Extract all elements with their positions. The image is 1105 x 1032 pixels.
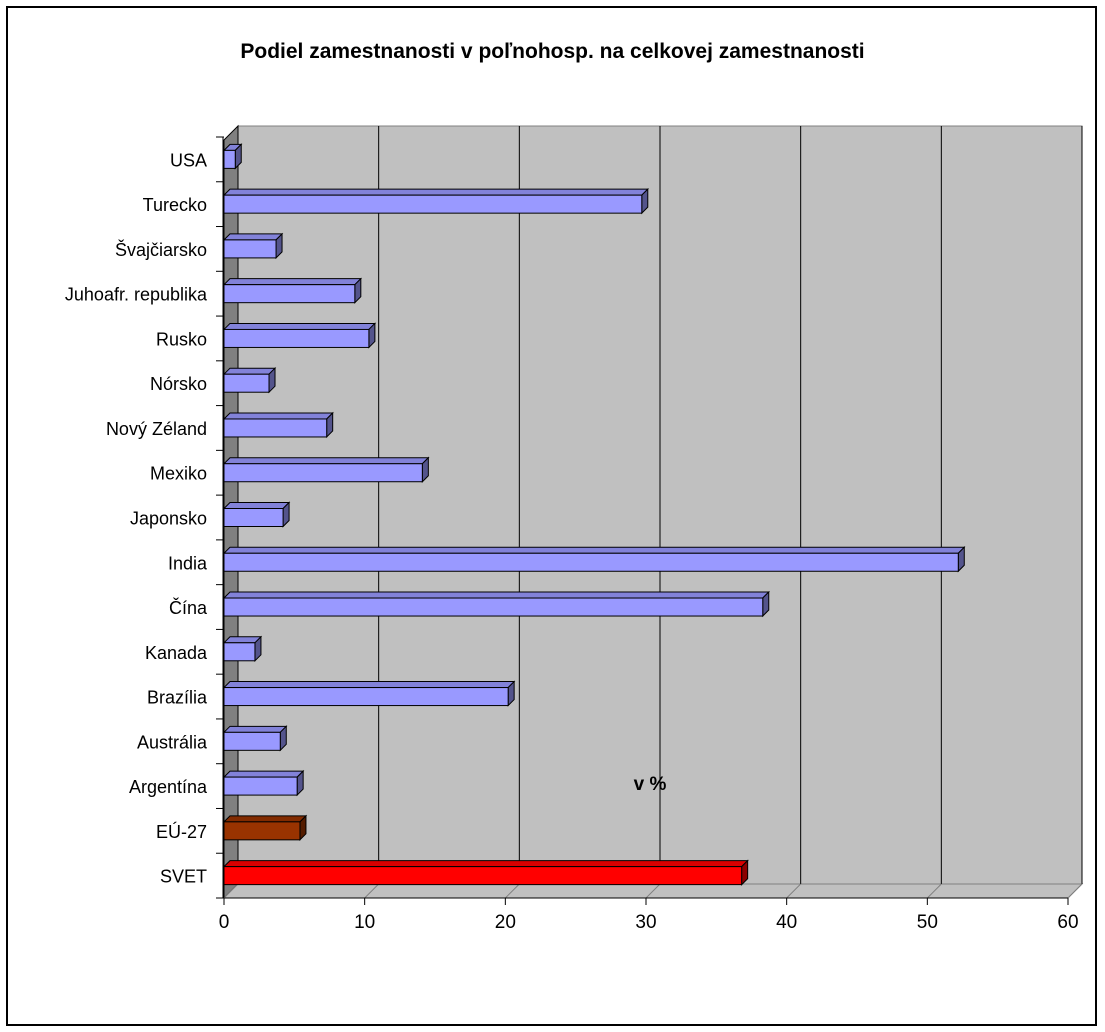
bar-top-face xyxy=(222,367,277,375)
category-label: SVET xyxy=(160,867,207,887)
bar-top-face xyxy=(222,502,291,509)
x-tick-label: 50 xyxy=(917,912,938,933)
bar xyxy=(223,687,509,707)
x-tick-label: 30 xyxy=(635,912,656,933)
bar-top-face xyxy=(222,815,308,823)
bar xyxy=(223,463,423,483)
bar xyxy=(223,821,301,841)
bar-top-face xyxy=(222,860,749,868)
bar-top-face xyxy=(222,278,363,286)
bar xyxy=(223,418,328,438)
x-axis-label: v % xyxy=(633,774,667,795)
x-tick-label: 60 xyxy=(1057,912,1078,933)
bar xyxy=(223,642,256,662)
category-label: Čína xyxy=(169,597,208,618)
chart-title: Podiel zamestnanosti v poľnohosp. na cel… xyxy=(240,40,865,63)
floor-gridline xyxy=(504,883,520,899)
category-label: Kanada xyxy=(145,643,208,663)
bar xyxy=(223,597,764,617)
x-tick-label: 20 xyxy=(495,912,516,933)
bar xyxy=(223,149,236,169)
category-label: USA xyxy=(170,150,207,170)
floor-gridline xyxy=(364,883,380,899)
bar xyxy=(223,552,959,572)
bar xyxy=(223,239,277,259)
x-tick-label: 10 xyxy=(354,912,375,933)
bar xyxy=(223,284,356,304)
category-label: Rusko xyxy=(156,329,207,349)
bar xyxy=(223,328,370,348)
category-label: Japonsko xyxy=(130,509,207,529)
bar-top-face xyxy=(222,188,649,196)
bar-top-face xyxy=(222,681,516,689)
bar-top-face xyxy=(222,725,288,733)
category-label: Juhoafr. republika xyxy=(65,285,208,305)
floor-gridline xyxy=(1067,883,1083,899)
category-label: Brazília xyxy=(147,688,208,708)
bar xyxy=(223,508,284,527)
bar-top-face xyxy=(222,233,284,241)
bar xyxy=(223,866,743,886)
bar-top-face xyxy=(222,322,377,330)
category-label: Nórsko xyxy=(150,374,207,394)
category-label: Austrália xyxy=(137,732,208,752)
category-label: Nový Zéland xyxy=(106,419,207,439)
floor-gridline xyxy=(645,883,661,899)
bar xyxy=(223,373,270,393)
x-tick-label: 0 xyxy=(219,912,230,933)
floor-gridline xyxy=(926,883,942,899)
bar xyxy=(223,731,281,751)
category-label: Mexiko xyxy=(150,464,207,484)
bar-top-face xyxy=(222,412,334,420)
category-label: EÚ-27 xyxy=(156,821,207,842)
floor-gridline xyxy=(786,883,802,899)
x-tick-label: 40 xyxy=(776,912,797,933)
bar xyxy=(223,776,298,796)
category-label: Argentína xyxy=(129,777,208,797)
category-label: Turecko xyxy=(143,195,207,215)
bar-top-face xyxy=(222,591,770,599)
bar xyxy=(223,194,643,214)
category-label: India xyxy=(168,553,208,573)
bar-top-face xyxy=(222,770,305,778)
category-label: Švajčiarsko xyxy=(115,239,207,260)
bar-top-face xyxy=(222,546,966,554)
bar-top-face xyxy=(222,457,430,465)
